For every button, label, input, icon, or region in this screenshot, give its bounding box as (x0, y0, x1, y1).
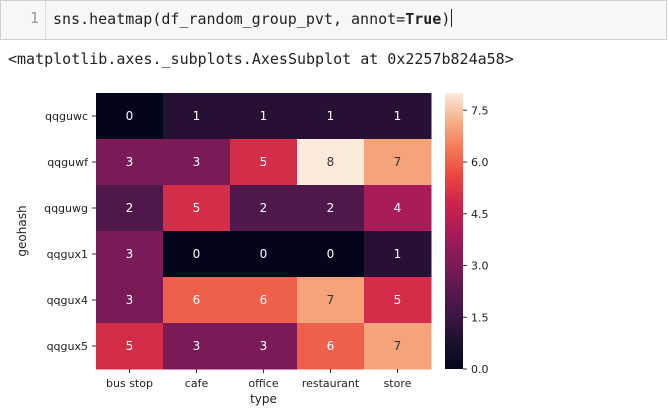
cell-annotation: 3 (126, 293, 134, 307)
colorbar-tick-label: 1.5 (471, 311, 489, 324)
code-text-prefix: sns.heatmap(df_random_group_pvt, annot= (53, 10, 406, 28)
text-cursor (451, 9, 453, 27)
cell-annotation: 5 (126, 339, 134, 353)
cell-annotation: 1 (394, 109, 402, 123)
heatmap-cell (297, 93, 365, 140)
heatmap-cell (364, 277, 432, 324)
x-tick-label: restaurant (302, 377, 360, 390)
heatmap-cell (230, 323, 298, 370)
heatmap-cell (96, 93, 164, 140)
cell-annotation: 0 (126, 109, 134, 123)
heatmap-annotations: 0 1 1 1 1 3 3 5 8 7 2 5 2 2 4 3 0 0 0 1 3 6 6 7 5 5 3 3 6 7 (126, 109, 402, 353)
cell-annotation: 1 (260, 109, 268, 123)
colorbar-tick-label: 6.0 (471, 156, 489, 169)
cell-annotation: 0 (193, 247, 201, 261)
y-axis-label: geohash (15, 205, 29, 256)
heatmap-cell (96, 277, 164, 324)
y-tick-label: qqguwc (45, 110, 88, 123)
heatmap-cell (364, 93, 432, 140)
heatmap-cell (364, 323, 432, 370)
cell-annotation: 0 (327, 247, 335, 261)
cell-annotation: 6 (260, 293, 268, 307)
heatmap-cell (163, 185, 231, 232)
heatmap-cell (163, 277, 231, 324)
cell-annotation: 8 (327, 155, 335, 169)
y-tick-label: qqgux1 (47, 248, 88, 261)
cell-annotation: 7 (327, 293, 335, 307)
cell-annotation: 1 (327, 109, 335, 123)
heatmap-cell (364, 185, 432, 232)
heatmap-cell (163, 231, 231, 278)
cell-annotation: 1 (394, 247, 402, 261)
code-cell[interactable]: 1 sns.heatmap(df_random_group_pvt, annot… (0, 0, 667, 40)
cell-annotation: 7 (394, 155, 402, 169)
heatmap-cell (96, 185, 164, 232)
y-tick-labels: qqguwc qqguwf qqguwg qqgux1 qqgux4 qqgux5 (44, 110, 96, 353)
heatmap-cell (297, 231, 365, 278)
heatmap-cell (297, 323, 365, 370)
heatmap-cells (96, 93, 432, 370)
heatmap-cell (163, 93, 231, 140)
x-tick-label: office (248, 377, 278, 390)
y-tick-label: qqguwf (47, 156, 89, 169)
code-text-suffix: ) (441, 10, 451, 28)
cell-annotation: 6 (327, 339, 335, 353)
cell-annotation: 0 (260, 247, 268, 261)
cell-annotation: 2 (327, 201, 335, 215)
cell-annotation: 2 (126, 201, 134, 215)
cell-annotation: 5 (260, 155, 268, 169)
cell-annotation: 3 (193, 339, 201, 353)
heatmap-cell (364, 139, 432, 186)
heatmap-cell (230, 231, 298, 278)
cell-annotation: 3 (260, 339, 268, 353)
y-tick-label: qqguwg (44, 202, 88, 215)
colorbar-tick-label: 0.0 (471, 363, 489, 376)
heatmap-cell (96, 139, 164, 186)
heatmap-cell (297, 185, 365, 232)
x-axis-label: type (250, 392, 277, 406)
heatmap-cell (230, 277, 298, 324)
cell-annotation: 7 (394, 339, 402, 353)
heatmap-cell (96, 231, 164, 278)
heatmap-chart: 0 1 1 1 13 3 5 8 72 5 2 2 43 0 0 0 13 6 6 7 55 3 3 6 7 qqguwcqqg… (15, 93, 489, 406)
heatmap-cell (163, 323, 231, 370)
code-keyword-true: True (405, 10, 442, 28)
code-input[interactable]: sns.heatmap(df_random_group_pvt, annot=T… (53, 9, 453, 28)
output-repr-text: <matplotlib.axes._subplots.AxesSubplot a… (8, 50, 514, 68)
heatmap-cell (230, 185, 298, 232)
colorbar-tick-label: 3.0 (471, 260, 489, 273)
x-tick-labels: bus stop cafe office restaurant store (106, 369, 412, 390)
heatmap-cell (96, 323, 164, 370)
y-tick-label: qqgux5 (47, 340, 88, 353)
cell-annotation: 6 (193, 293, 201, 307)
cell-annotation: 3 (193, 155, 201, 169)
cell-annotation: 3 (126, 247, 134, 261)
cell-annotation: 5 (394, 293, 402, 307)
x-tick-label: cafe (185, 377, 209, 390)
cell-annotation: 3 (126, 155, 134, 169)
colorbar (445, 93, 463, 369)
cell-annotation: 4 (394, 201, 402, 215)
colorbar-ticks: 0.0 1.5 3.0 4.5 6.0 7.5 (463, 104, 489, 376)
heatmap-cell (163, 139, 231, 186)
cell-prompt-number: 1 (29, 9, 39, 27)
heatmap-cell (297, 139, 365, 186)
x-tick-label: store (384, 377, 412, 390)
cell-annotation: 1 (193, 109, 201, 123)
cell-annotation: 2 (260, 201, 268, 215)
cell-annotation: 5 (193, 201, 201, 215)
heatmap-cell (364, 231, 432, 278)
heatmap-cell (230, 139, 298, 186)
prompt-separator (45, 1, 46, 39)
heatmap-cell (297, 277, 365, 324)
colorbar-tick-label: 4.5 (471, 208, 489, 221)
x-tick-label: bus stop (106, 377, 153, 390)
y-tick-label: qqgux4 (47, 294, 88, 307)
colorbar-tick-label: 7.5 (471, 104, 489, 117)
heatmap-cell (230, 93, 298, 140)
